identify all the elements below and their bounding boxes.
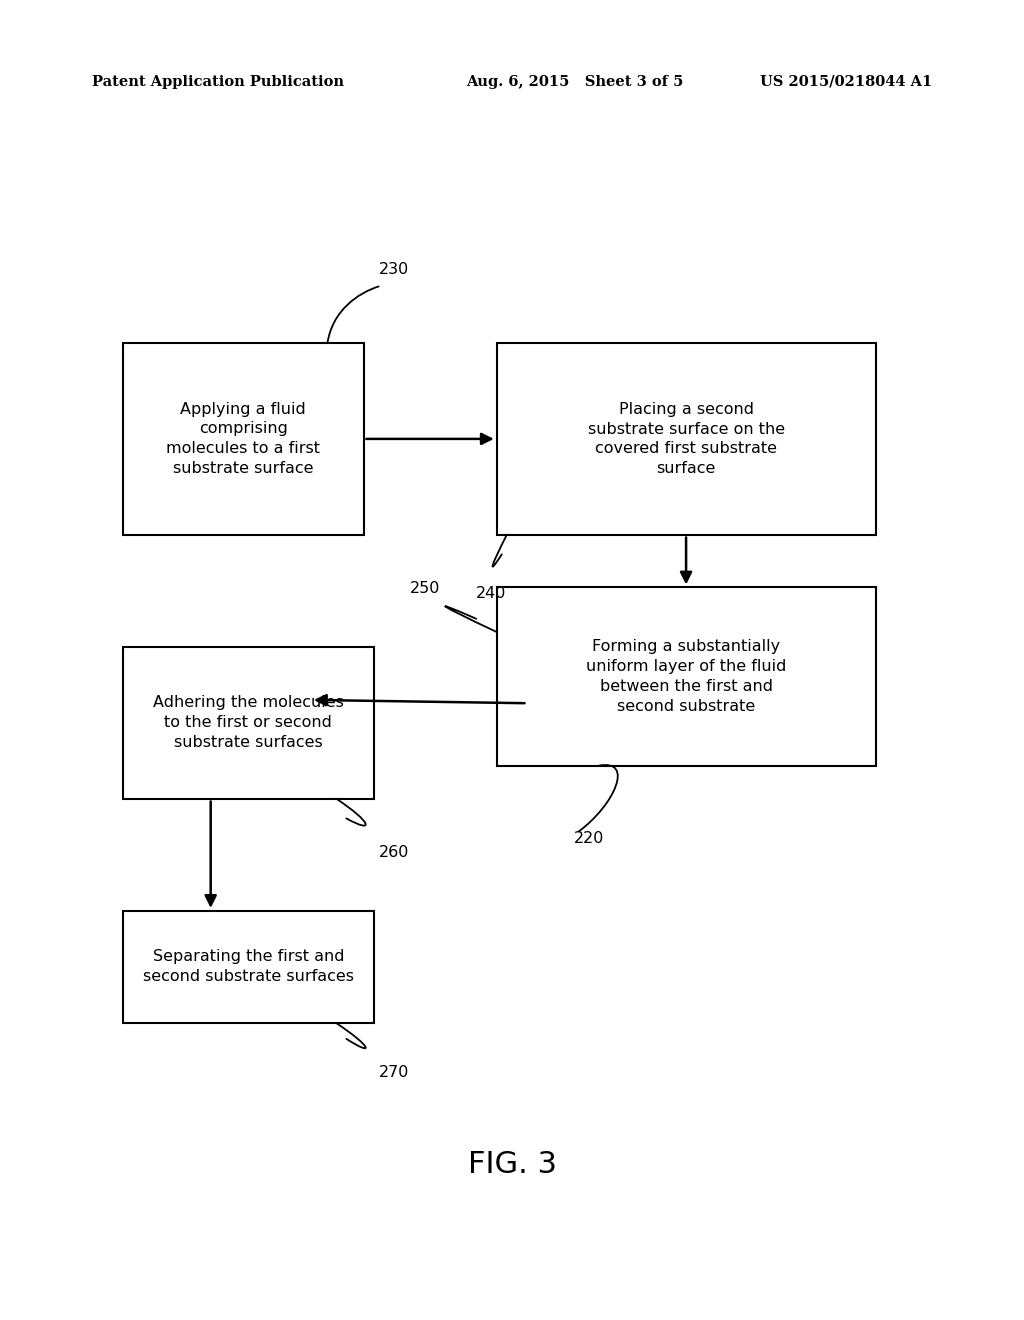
Text: 270: 270 — [379, 1065, 410, 1080]
Text: Forming a substantially
uniform layer of the fluid
between the first and
second : Forming a substantially uniform layer of… — [586, 639, 786, 714]
Text: 260: 260 — [379, 845, 410, 859]
Bar — [497, 587, 876, 766]
Bar — [123, 647, 374, 799]
Text: 220: 220 — [573, 830, 604, 846]
Text: Patent Application Publication: Patent Application Publication — [92, 75, 344, 88]
Bar — [497, 343, 876, 535]
Text: Applying a fluid
comprising
molecules to a first
substrate surface: Applying a fluid comprising molecules to… — [166, 401, 321, 477]
Text: Placing a second
substrate surface on the
covered first substrate
surface: Placing a second substrate surface on th… — [588, 401, 784, 477]
Text: Separating the first and
second substrate surfaces: Separating the first and second substrat… — [142, 949, 354, 985]
Text: 250: 250 — [410, 581, 440, 595]
Text: US 2015/0218044 A1: US 2015/0218044 A1 — [760, 75, 932, 88]
Bar — [123, 911, 374, 1023]
Bar — [123, 343, 364, 535]
Text: 240: 240 — [476, 586, 507, 601]
Text: 230: 230 — [379, 263, 409, 277]
Text: FIG. 3: FIG. 3 — [468, 1150, 556, 1179]
Text: Aug. 6, 2015   Sheet 3 of 5: Aug. 6, 2015 Sheet 3 of 5 — [466, 75, 683, 88]
Text: Adhering the molecules
to the first or second
substrate surfaces: Adhering the molecules to the first or s… — [153, 696, 344, 750]
